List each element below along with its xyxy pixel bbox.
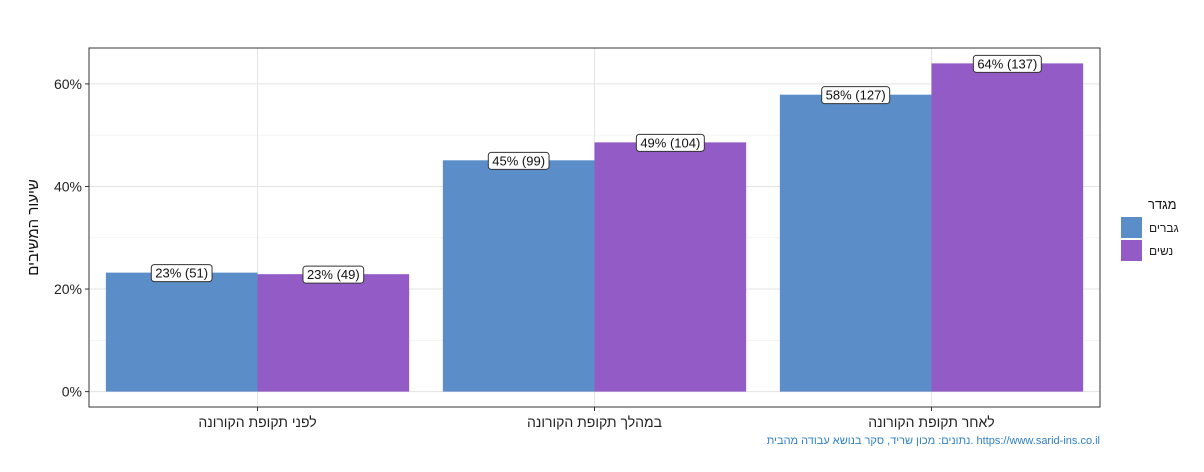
x-tick-label: לפני תקופת הקורונה <box>198 414 316 430</box>
data-label-box <box>150 264 213 283</box>
data-label-text: 49% (104) <box>640 135 700 150</box>
bar-men-2 <box>779 94 932 392</box>
bar-men-0 <box>105 272 258 392</box>
legend-swatch <box>1121 240 1142 261</box>
data-labels: 23% (51) 45% (99) 58% (127) 23% (49) 49% (10… <box>150 54 1042 284</box>
legend-swatch <box>1121 217 1142 238</box>
legend-label: נשים <box>1149 244 1173 258</box>
data-label-box <box>821 86 891 105</box>
x-axis-ticks: לפני תקופת הקורונה במהלך תקופת הקורונה לאח… <box>198 407 995 430</box>
data-label: 58% (127) <box>821 86 891 105</box>
y-tick-label: 40% <box>54 178 82 194</box>
data-label: 23% (49) <box>302 265 365 284</box>
x-tick-label: לאחר תקופת הקורונה <box>868 414 994 430</box>
data-label: 45% (99) <box>487 151 550 170</box>
data-label-text: 58% (127) <box>826 88 886 103</box>
data-label-text: 23% (49) <box>307 267 360 282</box>
y-axis-ticks: 0% 20% 40% 60% <box>54 76 89 400</box>
y-tick-label: 20% <box>54 281 82 297</box>
x-tick-label: במהלך תקופת הקורונה <box>527 414 662 430</box>
data-label-text: 23% (51) <box>155 266 208 281</box>
legend-label: גברים <box>1149 221 1179 235</box>
bar-women-2 <box>931 63 1084 392</box>
bar-women-1 <box>594 142 747 392</box>
data-label: 23% (51) <box>150 264 213 283</box>
legend-title: מגדר <box>1148 197 1177 212</box>
data-label-box <box>302 265 365 284</box>
bar-men-1 <box>442 160 595 392</box>
source-caption: נתונים: מכון שריד, סקר בנושא עבודה מהבית… <box>767 435 1100 447</box>
y-tick-label: 0% <box>62 384 82 400</box>
bar-women-0 <box>257 274 410 392</box>
data-label: 64% (137) <box>972 54 1042 73</box>
data-label-text: 45% (99) <box>492 153 545 168</box>
data-label-box <box>487 151 550 170</box>
data-label-box <box>972 54 1042 73</box>
y-tick-label: 60% <box>54 76 82 92</box>
legend: מגדר גברים נשים <box>1121 197 1179 261</box>
data-label: 49% (104) <box>635 133 705 152</box>
data-label-text: 64% (137) <box>977 56 1037 71</box>
data-label-box <box>635 133 705 152</box>
y-axis-title: שיעור המשיבים <box>25 179 42 276</box>
bars <box>105 63 1084 392</box>
